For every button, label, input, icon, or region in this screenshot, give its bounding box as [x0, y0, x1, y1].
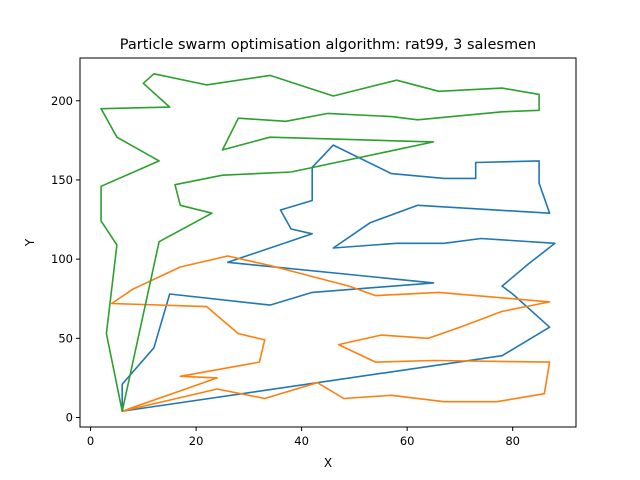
chart-title: Particle swarm optimisation algorithm: r… [120, 37, 536, 53]
y-tick-label: 200 [51, 94, 73, 108]
x-tick-label: 0 [87, 434, 94, 448]
salesman-route-2 [110, 255, 551, 413]
x-axis: 0 20 40 60 80 [87, 427, 520, 448]
salesman-route-3 [100, 73, 540, 413]
plot-frame [79, 57, 577, 428]
x-tick-label: 40 [294, 434, 309, 448]
salesman-route-1 [121, 144, 556, 413]
x-tick-label: 20 [189, 434, 204, 448]
y-tick-label: 0 [66, 410, 73, 424]
y-tick-label: 50 [58, 331, 73, 345]
x-axis-label: X [324, 456, 332, 470]
y-axis-label: Y [23, 238, 37, 247]
y-axis: 0 50 100 150 200 [51, 94, 80, 424]
x-tick-label: 60 [400, 434, 415, 448]
y-tick-label: 100 [51, 252, 73, 266]
y-tick-label: 150 [51, 173, 73, 187]
series-layer [100, 73, 556, 413]
x-tick-label: 80 [505, 434, 520, 448]
